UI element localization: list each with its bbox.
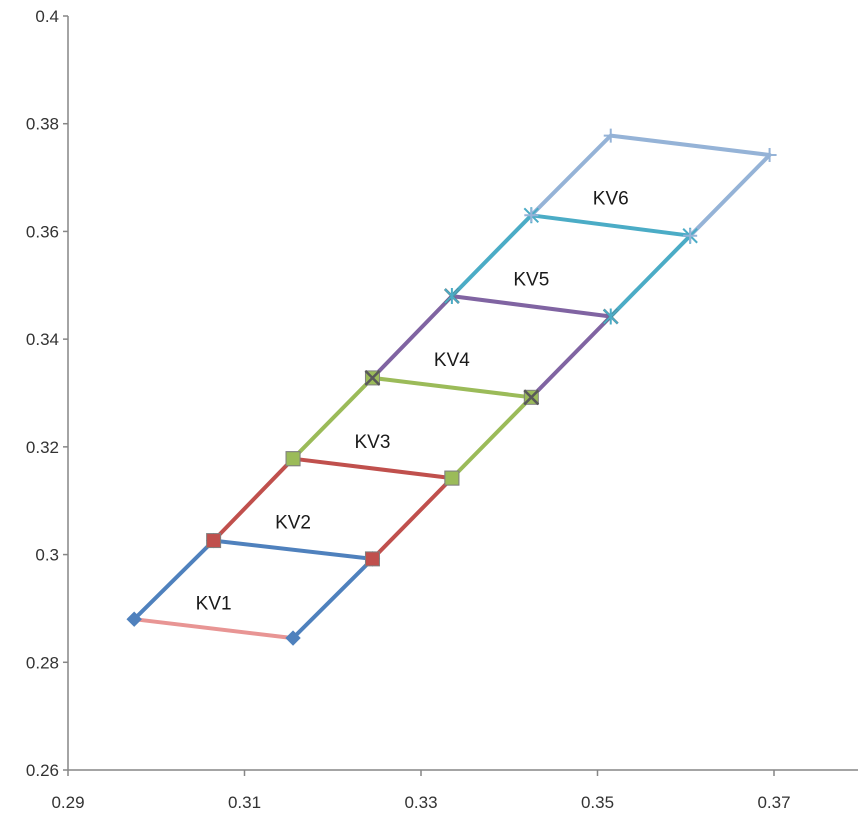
y-tick-label: 0.28 — [26, 653, 59, 672]
square-marker — [206, 533, 222, 549]
diamond-marker — [285, 630, 301, 646]
series-line-0 — [132, 538, 375, 641]
plus-marker — [603, 128, 618, 143]
region-label-kv2: KV2 — [275, 513, 311, 534]
y-tick-label: 0.4 — [35, 7, 59, 26]
square-marker — [444, 470, 460, 486]
region-label-kv6: KV6 — [593, 188, 629, 209]
series-line-4 — [370, 294, 613, 400]
region-label-kv5: KV5 — [513, 269, 549, 290]
series-line-5 — [449, 213, 693, 319]
y-tick-label: 0.26 — [26, 761, 59, 780]
star-marker — [444, 288, 460, 305]
y-tick-label: 0.38 — [26, 115, 59, 134]
plus-marker — [524, 208, 539, 223]
marker-layer — [126, 128, 777, 646]
label-layer: KV1 KV2 KV3 KV4 KV5 KV6 — [196, 188, 629, 614]
x-tick-label: 0.31 — [228, 793, 261, 812]
series-line-2 — [211, 456, 454, 561]
square-marker — [364, 551, 380, 567]
region-label-kv4: KV4 — [434, 350, 470, 371]
y-tick-label: 0.3 — [35, 546, 59, 565]
x-tick-label: 0.35 — [581, 793, 614, 812]
series-line-1 — [132, 617, 295, 641]
y-tick-label: 0.32 — [26, 438, 59, 457]
x-marker — [523, 389, 540, 406]
plus-marker — [762, 147, 777, 162]
x-tick-label: 0.37 — [757, 793, 790, 812]
plus-marker — [683, 228, 698, 243]
y-tick-label: 0.36 — [26, 222, 59, 241]
axes: 0.26 0.28 0.3 0.32 0.34 0.36 0.38 0.4 0.29 0.31 0.… — [26, 7, 858, 812]
square-marker — [285, 451, 301, 467]
series-line-6 — [529, 133, 772, 238]
region-label-kv3: KV3 — [355, 432, 391, 453]
x-tick-label: 0.33 — [404, 793, 437, 812]
x-tick-label: 0.29 — [51, 793, 84, 812]
region-label-kv1: KV1 — [196, 594, 232, 615]
x-marker — [364, 370, 381, 386]
diamond-marker — [126, 611, 142, 627]
series-layer — [132, 133, 772, 641]
series-line-3 — [291, 375, 534, 481]
y-tick-label: 0.34 — [26, 330, 59, 349]
star-marker — [603, 308, 619, 325]
